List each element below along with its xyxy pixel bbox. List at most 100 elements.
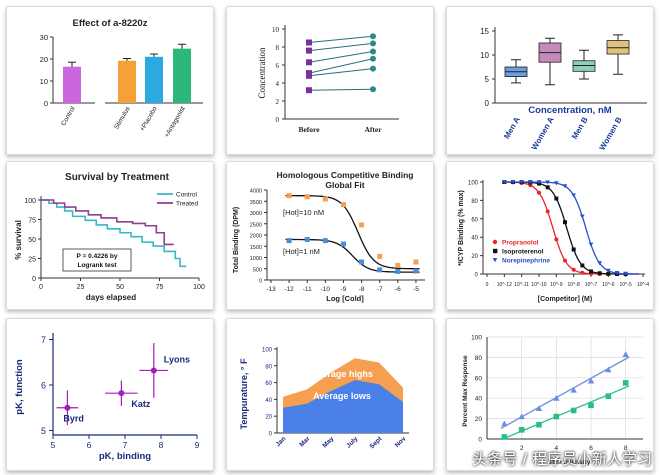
data-point bbox=[553, 395, 560, 401]
y-tick-label: 15 bbox=[480, 27, 489, 36]
paired-line-chart: Concentration 0 2 4 6 8 10 Before After bbox=[257, 25, 399, 134]
x-tick-label: Before bbox=[298, 125, 320, 134]
annotation-hot-1nm: [Hot]=1 nM bbox=[283, 247, 320, 256]
data-point bbox=[605, 393, 612, 399]
chart-title-line2: Global Fit bbox=[325, 180, 364, 190]
y-tick-label: 20 bbox=[475, 416, 483, 423]
binding-chart: Homologous Competitive Binding Global Fi… bbox=[233, 170, 425, 303]
x-tick-label: Women B bbox=[598, 115, 624, 152]
chart-card-response: Stim Intensity Percent Max Response 0 20 4… bbox=[446, 318, 654, 471]
x-tick-label: 10^-8 bbox=[567, 282, 580, 288]
pk-scatter-chart: pK, binding pK, function 5 6 7 5 6 7 8 9 Byrd Kat… bbox=[14, 333, 200, 462]
data-point bbox=[570, 407, 577, 414]
after-point bbox=[370, 33, 376, 40]
data-point bbox=[304, 194, 310, 200]
y-tick-label: 0 bbox=[32, 276, 36, 283]
before-point bbox=[306, 87, 312, 94]
data-point bbox=[340, 202, 346, 208]
x-tick-label: 7 bbox=[123, 440, 128, 450]
y-tick-label: 5 bbox=[485, 75, 490, 84]
pvalue-box bbox=[62, 248, 132, 272]
legend-label: Isoproterenol bbox=[502, 249, 544, 256]
y-tick-label: 30 bbox=[40, 33, 48, 42]
data-point bbox=[535, 405, 543, 411]
y-tick-label: 100 bbox=[24, 198, 36, 205]
data-point bbox=[322, 196, 328, 202]
data-point bbox=[518, 427, 525, 433]
x-tick-label: Control bbox=[60, 105, 77, 127]
y-tick-label: 5 bbox=[41, 426, 46, 436]
x-axis-label: days elapsed bbox=[86, 293, 136, 302]
x-tick-label: 8 bbox=[159, 440, 164, 450]
x-tick-label: Stimulus bbox=[113, 105, 132, 131]
x-tick-label: 10^-11 bbox=[514, 282, 529, 288]
survival-chart: Survival by Treatment days elapsed % sur… bbox=[14, 172, 205, 302]
data-point bbox=[622, 351, 629, 357]
chart-card-effect: Effect of a-8220z 0 10 20 30 Control Stimulus… bbox=[6, 6, 214, 155]
after-point bbox=[370, 48, 376, 55]
pair-line bbox=[308, 88, 374, 91]
x-tick-label: -5 bbox=[413, 286, 419, 293]
dose-response-chart: [Competitor] (M) *ICYP Binding (% max) 0… bbox=[458, 180, 649, 303]
data-point bbox=[614, 271, 620, 276]
y-tick-label: 6 bbox=[41, 381, 46, 391]
y-tick-label: 1500 bbox=[250, 245, 262, 251]
x-tick-label: 10^-10 bbox=[531, 282, 546, 288]
x-tick-label: 4 bbox=[555, 445, 559, 452]
x-tick-label: 0 bbox=[486, 282, 489, 288]
fit-curve bbox=[285, 194, 420, 270]
y-tick-label: 50 bbox=[28, 237, 36, 244]
chart-card-temperature: Tempurature, ° F 0 20 40 60 80 100 Jan Mar May Ju… bbox=[226, 318, 434, 471]
data-point bbox=[536, 180, 542, 185]
y-tick-label: 25 bbox=[28, 257, 36, 264]
x-tick-label: Mar bbox=[298, 435, 311, 448]
data-point bbox=[150, 367, 157, 374]
legend-label: Norepinephrine bbox=[502, 258, 550, 265]
x-tick-label: Women A bbox=[530, 115, 556, 151]
x-tick-label: 0 bbox=[39, 284, 43, 291]
data-point bbox=[554, 237, 559, 242]
x-tick-label: -13 bbox=[266, 286, 276, 293]
after-point bbox=[370, 65, 376, 72]
area-label: Average highs bbox=[311, 369, 373, 379]
x-tick-label: 10^-7 bbox=[585, 282, 598, 288]
y-tick-label: 8 bbox=[276, 44, 280, 52]
data-point bbox=[377, 253, 383, 259]
data-point bbox=[501, 420, 508, 427]
data-point bbox=[563, 220, 567, 225]
legend-swatch bbox=[492, 239, 498, 245]
pvalue-line2: Logrank test bbox=[77, 262, 117, 269]
chart-title-line1: Homologous Competitive Binding bbox=[277, 170, 414, 180]
data-point bbox=[536, 421, 542, 428]
x-tick-label: -9 bbox=[341, 286, 347, 293]
data-point bbox=[395, 268, 401, 274]
data-point bbox=[580, 214, 585, 219]
chart-card-dose-response: [Competitor] (M) *ICYP Binding (% max) 0… bbox=[446, 161, 654, 310]
y-tick-label: 1000 bbox=[250, 256, 262, 262]
x-axis-label: Concentration, nM bbox=[528, 105, 611, 116]
y-tick-label: 0 bbox=[44, 99, 48, 108]
data-point bbox=[554, 181, 559, 186]
pair-line bbox=[308, 42, 374, 52]
x-tick-label: -6 bbox=[395, 286, 401, 293]
chart-title: Effect of a-8220z bbox=[73, 18, 148, 29]
y-tick-label: 2 bbox=[276, 98, 280, 106]
x-tick-label: 2 bbox=[520, 445, 524, 452]
annotation-hot-10nm: [Hot]=10 nM bbox=[283, 208, 324, 217]
pvalue-line1: P = 0.4226 by bbox=[77, 253, 118, 260]
data-point bbox=[553, 413, 560, 420]
y-tick-label: 100 bbox=[471, 335, 482, 342]
x-tick-label: 10^-12 bbox=[497, 282, 512, 288]
y-tick-label: 60 bbox=[475, 375, 483, 382]
data-point bbox=[571, 193, 576, 198]
before-point bbox=[306, 47, 312, 54]
x-tick-label: 5 bbox=[51, 440, 56, 450]
data-point bbox=[545, 209, 550, 214]
data-point bbox=[537, 190, 541, 195]
y-axis-label: % survival bbox=[14, 220, 23, 260]
response-scatter-chart: Stim Intensity Percent Max Response 0 20 4… bbox=[462, 335, 643, 466]
y-tick-label: 10 bbox=[480, 51, 489, 60]
x-tick-label: +Placebo bbox=[139, 105, 159, 132]
x-tick-label: 10^-6 bbox=[602, 282, 615, 288]
x-tick-label: July bbox=[345, 435, 359, 449]
